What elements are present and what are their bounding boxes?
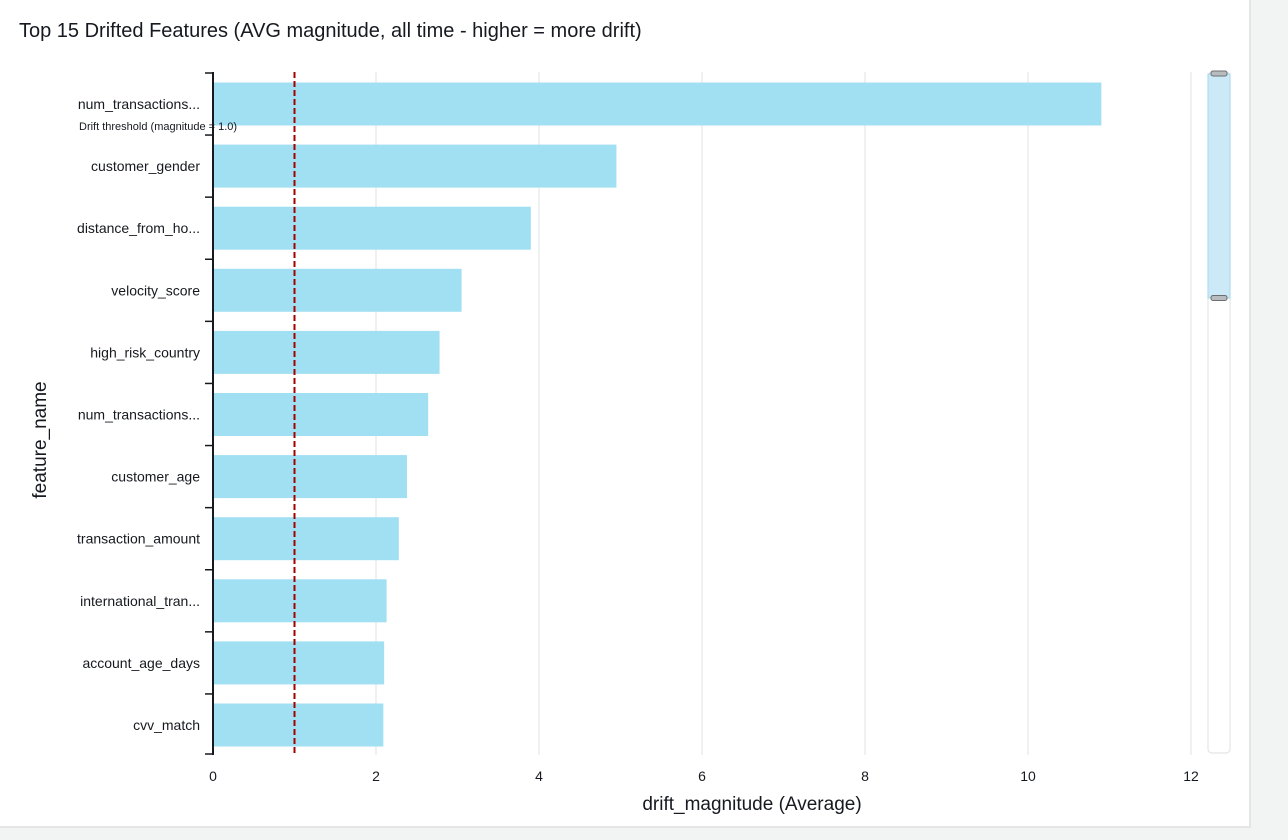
scrollbar-thumb[interactable] — [1207, 73, 1231, 299]
bar[interactable] — [213, 517, 399, 561]
bar[interactable] — [213, 206, 531, 250]
bar[interactable] — [213, 579, 387, 623]
bar[interactable] — [213, 393, 429, 436]
x-tick-label: 6 — [698, 768, 706, 784]
scrollbar-handle-top[interactable] — [1210, 70, 1228, 77]
y-tick-label: high_risk_country — [90, 344, 200, 360]
bar[interactable] — [213, 641, 385, 685]
x-tick-label: 10 — [1020, 768, 1036, 784]
chart-title: Top 15 Drifted Features (AVG magnitude, … — [19, 20, 642, 42]
y-tick-label: velocity_score — [111, 282, 200, 298]
chart-panel: Top 15 Drifted Features (AVG magnitude, … — [0, 0, 1251, 828]
bar[interactable] — [213, 82, 1102, 126]
y-tick-label: cvv_match — [133, 717, 200, 733]
threshold-label: Drift threshold (magnitude = 1.0) — [79, 121, 237, 133]
y-tick-label: num_transactions... — [78, 96, 200, 112]
scrollbar-handle-bottom[interactable] — [1210, 295, 1228, 301]
y-tick-label: customer_age — [111, 469, 200, 485]
bars — [213, 82, 1102, 747]
x-axis-title: drift_magnitude (Average) — [642, 794, 861, 815]
x-tick-label: 0 — [209, 768, 217, 784]
bar[interactable] — [213, 268, 462, 312]
y-tick-label: num_transactions... — [78, 407, 200, 423]
y-tick-label: customer_gender — [91, 158, 200, 174]
bar[interactable] — [213, 330, 440, 374]
bar[interactable] — [213, 455, 407, 499]
y-axis-title: feature_name — [30, 381, 51, 498]
threshold-layer: Drift threshold (magnitude = 1.0) — [79, 72, 296, 755]
vertical-scrollbar[interactable] — [1207, 70, 1231, 754]
x-tick-label: 8 — [861, 768, 869, 784]
axes — [205, 72, 214, 755]
y-tick-label: account_age_days — [82, 655, 200, 671]
x-tick-label: 12 — [1183, 768, 1199, 784]
bar[interactable] — [213, 144, 617, 188]
x-tick-label: 2 — [372, 768, 380, 784]
y-tick-label: international_tran... — [80, 593, 200, 609]
bar[interactable] — [213, 703, 384, 747]
y-tick-label: transaction_amount — [77, 531, 200, 547]
x-tick-label: 4 — [535, 768, 543, 784]
y-tick-label: distance_from_ho... — [77, 220, 200, 236]
tick-labels: 0 2 4 6 8 10 12 num_transactions... customer_gen… — [77, 96, 1199, 784]
